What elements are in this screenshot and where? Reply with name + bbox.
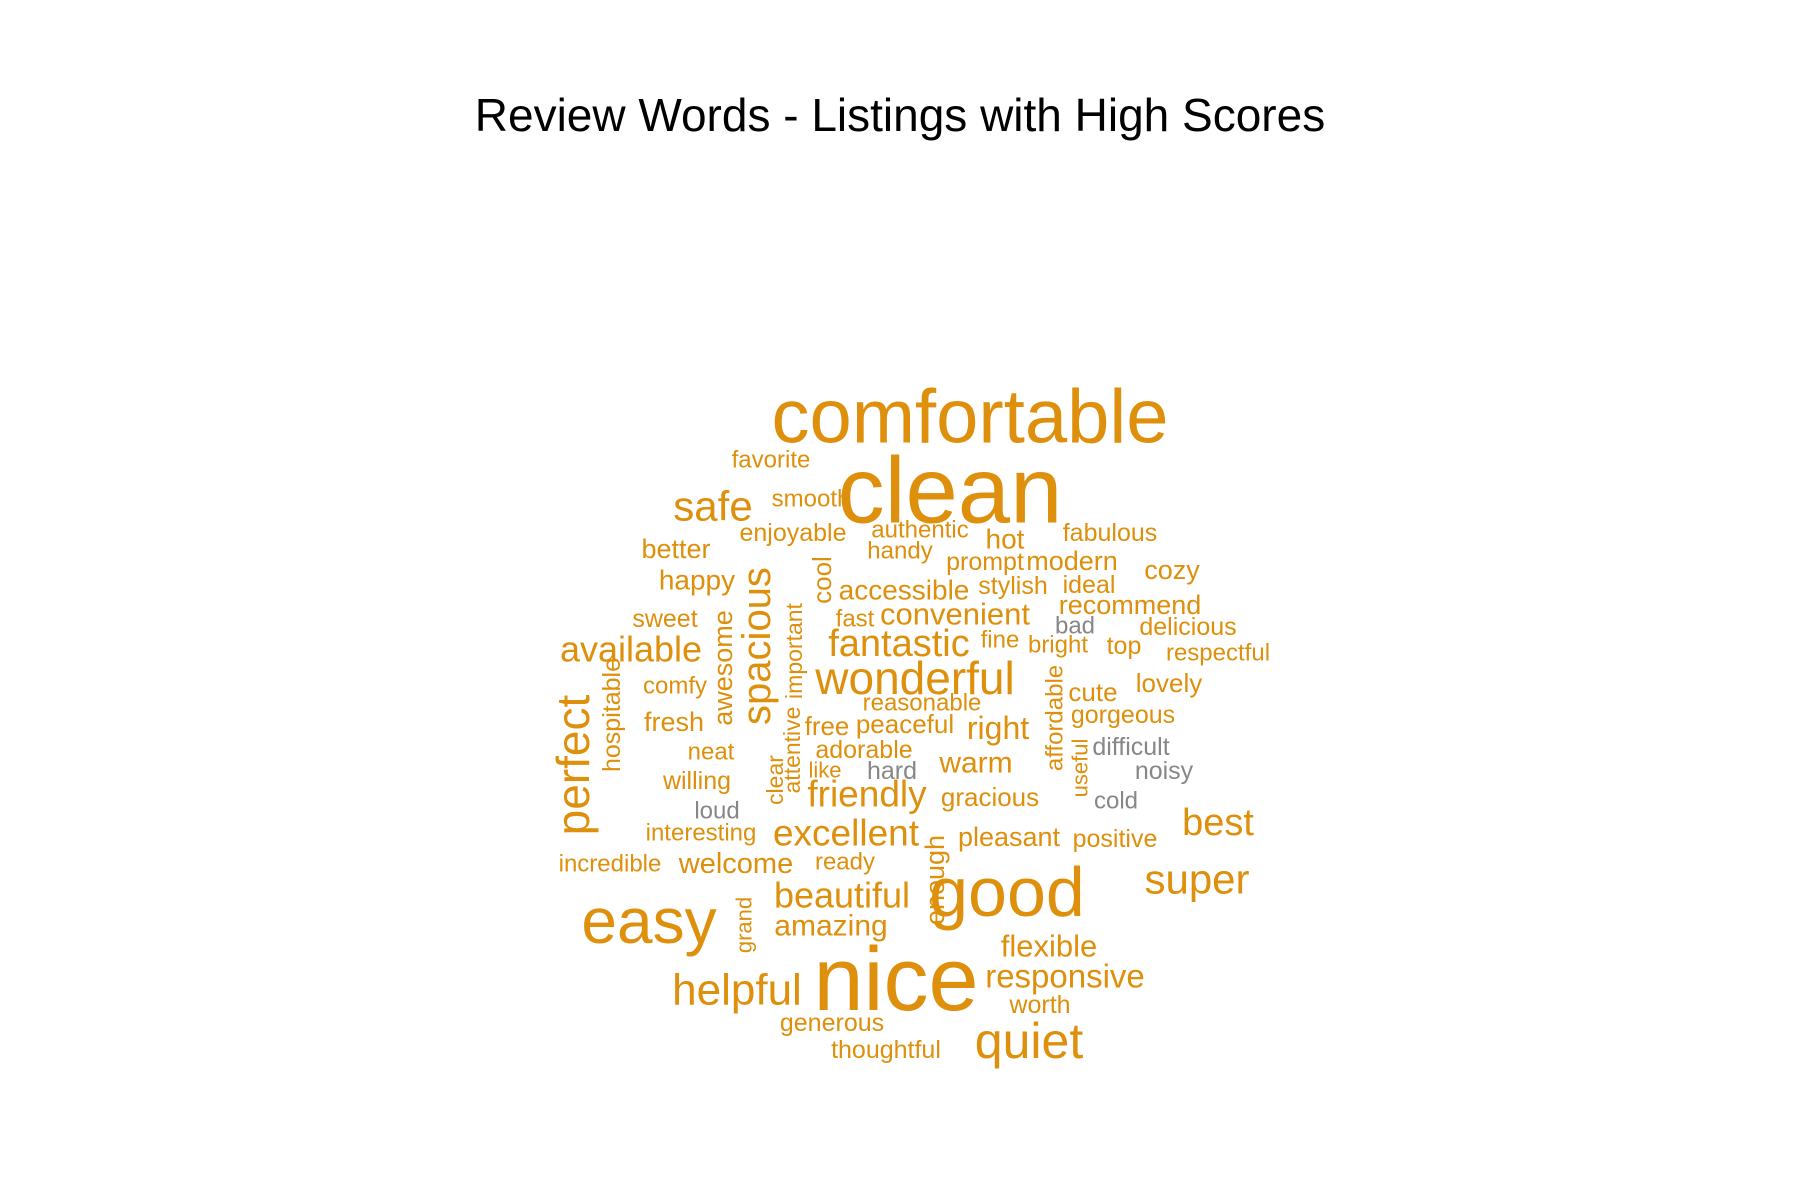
word-convenient: convenient	[880, 597, 1030, 632]
word-accessible: accessible	[839, 575, 970, 606]
word-quiet: quiet	[975, 1013, 1084, 1069]
word-fantastic: fantastic	[828, 623, 970, 665]
word-cold: cold	[1094, 788, 1138, 815]
word-comfy: comfy	[643, 673, 707, 700]
word-fast: fast	[836, 606, 875, 633]
word-enjoyable: enjoyable	[739, 519, 846, 547]
word-thoughtful: thoughtful	[831, 1036, 941, 1064]
word-lovely: lovely	[1136, 668, 1202, 698]
word-incredible: incredible	[559, 851, 662, 878]
word-modern: modern	[1026, 546, 1118, 576]
word-available: available	[560, 629, 702, 670]
word-prompt: prompt	[946, 548, 1024, 576]
word-welcome: welcome	[678, 848, 793, 880]
word-bright: bright	[1028, 632, 1088, 659]
word-useful: useful	[1068, 739, 1093, 798]
word-bad: bad	[1055, 613, 1095, 640]
word-responsive: responsive	[985, 958, 1145, 995]
word-important: important	[781, 602, 807, 698]
word-right: right	[967, 710, 1029, 746]
word-respectful: respectful	[1166, 640, 1270, 667]
word-hot: hot	[986, 524, 1025, 555]
word-worth: worth	[1008, 991, 1070, 1019]
chart-title: Review Words - Listings with High Scores	[474, 89, 1326, 141]
word-noisy: noisy	[1135, 757, 1194, 785]
word-cool: cool	[807, 556, 837, 604]
word-smooth: smooth	[772, 486, 851, 513]
word-happy: happy	[659, 565, 735, 596]
word-handy: handy	[867, 538, 932, 565]
word-cozy: cozy	[1144, 555, 1200, 585]
word-loud: loud	[694, 798, 739, 825]
word-friendly: friendly	[807, 774, 927, 815]
word-awesome: awesome	[708, 610, 738, 726]
word-amazing: amazing	[774, 910, 887, 943]
word-like: like	[808, 758, 841, 783]
word-flexible: flexible	[1001, 929, 1098, 964]
word-sweet: sweet	[632, 605, 697, 633]
word-warm: warm	[938, 747, 1012, 780]
word-excellent: excellent	[773, 813, 920, 854]
word-comfortable: comfortable	[771, 375, 1168, 460]
word-hospitable: hospitable	[598, 658, 626, 772]
word-safe: safe	[673, 483, 752, 530]
word-easy: easy	[581, 885, 716, 957]
word-ideal: ideal	[1063, 571, 1116, 599]
word-adorable: adorable	[815, 736, 912, 764]
word-fabulous: fabulous	[1063, 519, 1158, 547]
word-authentic: authentic	[871, 517, 968, 544]
word-difficult: difficult	[1092, 733, 1169, 761]
word-reasonable: reasonable	[863, 690, 982, 717]
word-clear: clear	[762, 755, 788, 805]
word-enough: enough	[920, 835, 950, 925]
word-hard: hard	[867, 757, 917, 785]
word-attentive: attentive	[779, 707, 805, 794]
word-cute: cute	[1068, 677, 1117, 707]
word-pleasant: pleasant	[958, 822, 1061, 852]
word-wonderful: wonderful	[814, 652, 1014, 704]
word-ready: ready	[815, 849, 875, 876]
word-willing: willing	[662, 767, 731, 795]
word-neat: neat	[688, 739, 735, 766]
word-fine: fine	[981, 627, 1020, 654]
word-gracious: gracious	[941, 782, 1039, 812]
word-top: top	[1107, 632, 1142, 660]
word-interesting: interesting	[646, 820, 757, 847]
word-favorite: favorite	[732, 447, 811, 474]
word-free: free	[805, 711, 850, 741]
word-grand: grand	[732, 897, 757, 953]
word-nice: nice	[813, 930, 978, 1030]
word-positive: positive	[1073, 825, 1158, 853]
word-perfect: perfect	[547, 694, 599, 835]
word-beautiful: beautiful	[774, 875, 910, 916]
word-clean: clean	[838, 438, 1063, 543]
word-delicious: delicious	[1139, 613, 1236, 641]
word-spacious: spacious	[735, 567, 779, 725]
word-good: good	[929, 853, 1085, 931]
word-helpful: helpful	[672, 966, 802, 1015]
word-generous: generous	[780, 1009, 884, 1037]
word-affordable: affordable	[1042, 665, 1069, 771]
word-recommend: recommend	[1059, 590, 1202, 620]
word-super: super	[1144, 856, 1249, 903]
word-best: best	[1182, 802, 1254, 844]
word-stylish: stylish	[978, 572, 1047, 600]
word-fresh: fresh	[644, 707, 704, 737]
word-gorgeous: gorgeous	[1071, 701, 1175, 729]
word-better: better	[641, 534, 710, 564]
word-peaceful: peaceful	[856, 709, 954, 739]
